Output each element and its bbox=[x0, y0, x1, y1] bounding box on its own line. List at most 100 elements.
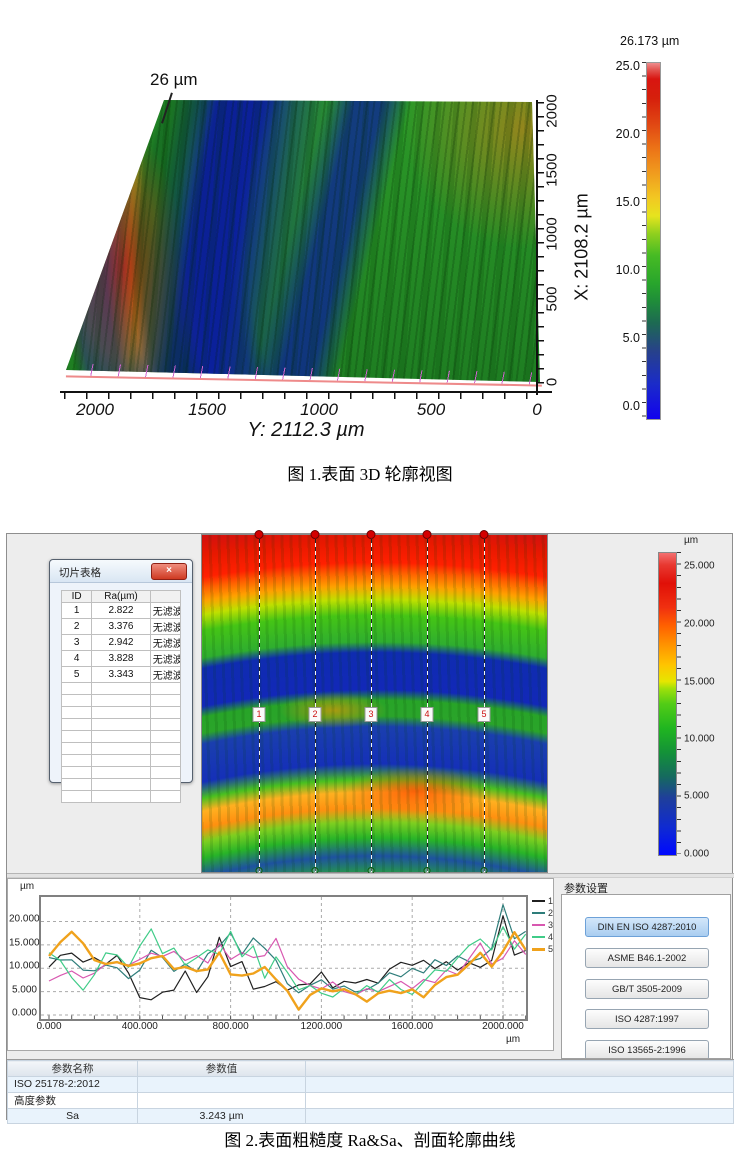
surface-heightmap[interactable]: 1 2 3 4 5 bbox=[201, 530, 548, 875]
table-row: 2 3.376 无滤波 bbox=[60, 618, 182, 635]
y-axis-tick-label: 500 bbox=[416, 400, 446, 419]
legend-label: 1 bbox=[548, 896, 554, 906]
table-row: 3 2.942 无滤波 bbox=[60, 634, 182, 651]
slice-handle-top[interactable] bbox=[422, 530, 432, 540]
figure-2-caption: 图 2.表面粗糙度 Ra&Sa、剖面轮廓曲线 bbox=[224, 1131, 516, 1150]
table-row: 1 2.822 无滤波 bbox=[60, 602, 182, 619]
chart-y-tick-label: 5.000 bbox=[11, 984, 37, 995]
colorbar-tick-label: 15.0 bbox=[615, 195, 640, 209]
window-title: 切片表格 bbox=[59, 567, 101, 579]
y-axis-ticks bbox=[64, 393, 546, 399]
param-table-header-row: 参数名称 参数值 bbox=[7, 1060, 734, 1077]
chart-x-unit-label: µm bbox=[506, 1034, 521, 1045]
slice-table-header bbox=[149, 590, 182, 603]
x-axis-tick-label: 2000 bbox=[543, 94, 561, 128]
slice-line[interactable] bbox=[315, 535, 316, 872]
param-table-row: Sa 3.243 µm bbox=[7, 1107, 734, 1124]
y-axis-tick-label: 2000 bbox=[76, 400, 114, 419]
slice-results-table: ID Ra(µm) 1 2.822 无滤波 2 3.376 无滤波 3 2.942 无滤波 4 3.82… bbox=[60, 590, 182, 803]
colorbar-tick-label: 20.0 bbox=[615, 127, 640, 141]
slice-handle-top[interactable] bbox=[310, 530, 320, 540]
table-row-empty bbox=[60, 682, 182, 695]
figure-1-3d-profile: 26 µm Y: 2112.3 µm 2000 1500 1000 500 0 X: 2… bbox=[0, 0, 740, 525]
chart-y-tick-label: 0.000 bbox=[11, 1007, 37, 1019]
colorbar-tick-label: 10.000 bbox=[684, 733, 715, 745]
window-titlebar[interactable]: 切片表格 × bbox=[50, 560, 192, 583]
slice-number-label: 4 bbox=[420, 707, 434, 722]
profile-chart-panel: µm 0.000 5.000 10.000 15.000 20.000 0.000 400… bbox=[7, 878, 554, 1051]
standard-button-din-en-iso-4287-2010[interactable]: DIN EN ISO 4287:2010 bbox=[585, 917, 709, 937]
table-row-empty bbox=[60, 778, 182, 791]
table-row-empty bbox=[60, 694, 182, 707]
table-row-empty bbox=[60, 742, 182, 755]
surface-3d-render bbox=[66, 100, 540, 382]
legend-item: 3 bbox=[532, 919, 554, 931]
table-row: 5 3.343 无滤波 bbox=[60, 666, 182, 683]
colorbar-tick-label: 0.0 bbox=[622, 399, 640, 413]
slice-line[interactable] bbox=[427, 535, 428, 872]
slice-handle-top[interactable] bbox=[479, 530, 489, 540]
close-icon[interactable]: × bbox=[151, 563, 187, 580]
panel-divider bbox=[7, 873, 734, 878]
parameter-panel-title: 参数设置 bbox=[564, 883, 608, 895]
chart-y-tick-label: 15.000 bbox=[9, 937, 40, 948]
colorbar-tick-label: 10.0 bbox=[615, 263, 640, 277]
x-axis-tick-label: 500 bbox=[543, 286, 561, 312]
x-axis-tick-label: 0 bbox=[543, 377, 561, 387]
x-axis-tick-label: 1500 bbox=[543, 153, 561, 187]
table-row-empty bbox=[60, 766, 182, 779]
table-row: 4 3.828 无滤波 bbox=[60, 650, 182, 667]
colorbar-tick-label: 5.000 bbox=[684, 790, 710, 802]
legend-swatch bbox=[532, 947, 545, 951]
standard-button-iso-13565-2-1996[interactable]: ISO 13565-2:1996 bbox=[585, 1040, 709, 1058]
slice-handle-top[interactable] bbox=[254, 530, 264, 540]
slice-line[interactable] bbox=[371, 535, 372, 872]
slice-number-label: 3 bbox=[364, 707, 378, 722]
table-row-empty bbox=[60, 790, 182, 803]
heightmap-colorbar: µm 25.000 20.000 15.000 10.000 5.000 0.000 bbox=[652, 535, 732, 878]
profile-plot-area[interactable] bbox=[39, 895, 528, 1021]
slice-line[interactable] bbox=[484, 535, 485, 872]
peak-height-annotation: 26 µm bbox=[150, 70, 198, 89]
standard-button-asme-b46-1-2002[interactable]: ASME B46.1-2002 bbox=[585, 948, 709, 968]
legend-label: 5 bbox=[548, 944, 554, 954]
x-axis-ticks bbox=[538, 102, 544, 390]
chart-x-tick-label: 0.000 bbox=[36, 1021, 62, 1032]
profile-curve-4 bbox=[48, 926, 526, 998]
table-row-empty bbox=[60, 706, 182, 719]
legend-item: 2 bbox=[532, 907, 554, 919]
legend-swatch bbox=[532, 924, 545, 926]
y-axis-tick-label: 1500 bbox=[188, 400, 226, 419]
colorbar-gradient bbox=[646, 62, 661, 420]
colorbar-tick-label: 5.0 bbox=[622, 331, 640, 345]
profile-curve-3 bbox=[48, 937, 526, 996]
chart-x-tick-label: 400.000 bbox=[121, 1021, 158, 1032]
legend-swatch bbox=[532, 912, 545, 914]
chart-y-unit-label: µm bbox=[20, 881, 35, 892]
slice-line[interactable] bbox=[259, 535, 260, 872]
colorbar-ticks bbox=[642, 62, 646, 418]
legend-item: 5 bbox=[532, 943, 554, 955]
x-axis-right: X: 2108.2 µm 2000 1500 1000 500 0 bbox=[536, 94, 602, 395]
legend-swatch bbox=[532, 936, 545, 938]
slice-table-header: Ra(µm) bbox=[91, 590, 151, 603]
legend-label: 3 bbox=[548, 920, 554, 930]
standard-button-iso-4287-1997[interactable]: ISO 4287:1997 bbox=[585, 1009, 709, 1029]
standards-button-group: DIN EN ISO 4287:2010 ASME B46.1-2002 GB/T … bbox=[561, 894, 731, 1059]
colorbar-max-label: 26.173 µm bbox=[620, 34, 680, 48]
profile-curve-1 bbox=[48, 915, 526, 1001]
parameter-settings-panel: 参数设置 DIN EN ISO 4287:2010 ASME B46.1-2002… bbox=[558, 878, 734, 1059]
slice-handle-top[interactable] bbox=[366, 530, 376, 540]
table-row-empty bbox=[60, 718, 182, 731]
slice-table-header: ID bbox=[60, 590, 93, 603]
chart-x-tick-label: 2000.000 bbox=[482, 1021, 524, 1032]
param-table-row: ISO 25178-2:2012 bbox=[7, 1076, 734, 1093]
standard-button-gb-t-3505-2009[interactable]: GB/T 3505-2009 bbox=[585, 979, 709, 999]
slice-number-label: 1 bbox=[252, 707, 266, 722]
colorbar-tick-label: 25.000 bbox=[684, 560, 715, 572]
profile-curve-2 bbox=[48, 904, 526, 994]
colorbar-ticks bbox=[677, 552, 681, 854]
profile-curve-5 bbox=[48, 930, 526, 1011]
slice-number-label: 2 bbox=[308, 707, 322, 722]
y-axis-label: Y: 2112.3 µm bbox=[247, 419, 365, 441]
